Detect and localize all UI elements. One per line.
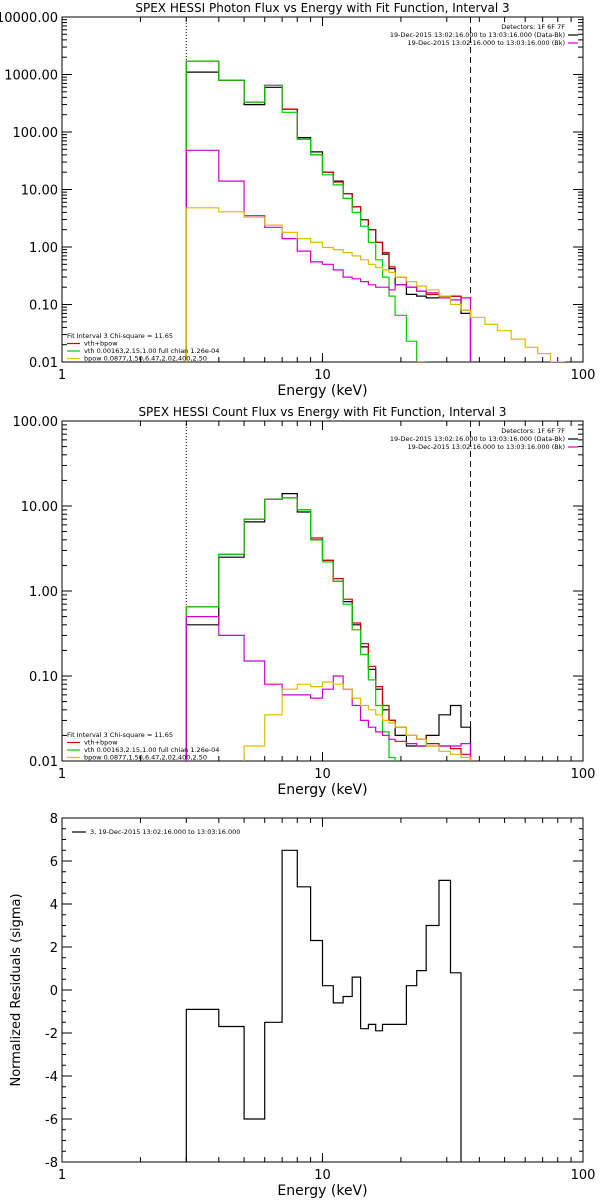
y-tick-label: 1.00 <box>29 241 58 256</box>
plot-area <box>185 60 566 362</box>
legend-text: vth 0.00163,2.15,1.00 full chian 1.26e-0… <box>84 347 219 355</box>
legend-text: Detectors: 1F 6F 7F <box>501 23 565 31</box>
legend-text: 19-Dec-2015 13:02:16.000 to 13:03:16.000… <box>408 39 566 47</box>
series-vth-line <box>185 497 396 761</box>
y-tick-label: 0.10 <box>29 299 58 314</box>
y-tick-label: 100.00 <box>13 415 59 430</box>
series-bkg-line <box>185 616 472 761</box>
x-tick-label: 10 <box>314 767 331 782</box>
y-tick-label: 10.00 <box>21 500 58 515</box>
series-bkg-line <box>185 149 472 362</box>
y-tick-label: 8 <box>50 812 58 827</box>
legend-text: 19-Dec-2015 13:02:16.000 to 13:03:16.000… <box>390 31 565 39</box>
y-tick-label: -2 <box>45 1027 58 1042</box>
series-residuals-line <box>185 849 462 1162</box>
chart-title: SPEX HESSI Photon Flux vs Energy with Fi… <box>135 1 509 15</box>
legend-text: Detectors: 1F 6F 7F <box>501 427 565 435</box>
legend-text: vth+bpow <box>84 739 118 747</box>
y-tick-label: 0.01 <box>29 755 58 770</box>
y-tick-label: 6 <box>50 855 58 870</box>
series-data-line <box>185 493 472 761</box>
y-tick-label: 2 <box>50 941 58 956</box>
y-tick-label: 0.01 <box>29 356 58 371</box>
x-tick-label: 1 <box>58 1168 66 1183</box>
y-tick-label: 0 <box>50 984 58 999</box>
series-bpow-line <box>185 207 566 362</box>
y-tick-label: 1000.00 <box>4 69 58 84</box>
y-axis-label: Normalized Residuals (sigma) <box>9 893 24 1086</box>
x-tick-label: 100 <box>571 1168 596 1183</box>
y-tick-label: 1.00 <box>29 585 58 600</box>
x-axis-label: Energy (keV) <box>277 383 367 399</box>
chart-panel-2: SPEX HESSI Count Flux vs Energy with Fit… <box>13 405 596 798</box>
legend-text: bpow 0.0877,1.50,6.47,2.02,400,2.50 <box>84 754 207 762</box>
series-total-line <box>185 497 472 761</box>
plot-frame <box>61 16 584 363</box>
series-vth-line <box>185 60 427 362</box>
x-tick-label: 1 <box>58 767 66 782</box>
y-tick-label: 10.00 <box>21 184 58 199</box>
legend-text: vth 0.00163,2.15,1.00 full chian 1.26e-0… <box>84 746 219 754</box>
legend-text: vth+bpow <box>84 340 118 348</box>
x-axis-label: Energy (keV) <box>277 782 367 798</box>
chart-title: SPEX HESSI Count Flux vs Energy with Fit… <box>138 405 506 419</box>
legend-text: 3, 19-Dec-2015 13:02:16.000 to 13:03:16.… <box>90 828 240 836</box>
x-tick-label: 100 <box>571 368 596 383</box>
series-total-line <box>185 60 472 362</box>
y-tick-label: -8 <box>45 1156 58 1171</box>
plot-frame <box>61 420 584 762</box>
plot-area <box>185 493 472 761</box>
legend-text: 19-Dec-2015 13:02:16.000 to 13:03:16.000… <box>390 435 565 443</box>
legend-text: Fit Interval 3 Chi-square = 11.65 <box>67 332 173 340</box>
y-tick-label: 10000.00 <box>0 11 58 26</box>
x-tick-label: 10 <box>314 368 331 383</box>
chart-panel-1: SPEX HESSI Photon Flux vs Energy with Fi… <box>0 1 595 399</box>
plot-frame <box>61 817 584 1163</box>
x-tick-label: 1 <box>58 368 66 383</box>
chart-panel-3: 1 10 100 Energy (keV) -8 -6 -4 -2 0 2 4 6 8 Normalize… <box>9 812 595 1199</box>
y-tick-label: 0.10 <box>29 670 58 685</box>
series-data-line <box>185 71 472 362</box>
legend-text: 19-Dec-2015 13:02:16.000 to 13:03:16.000… <box>408 443 566 451</box>
plot-area <box>185 849 462 1162</box>
legend-text: Fit Interval 3 Chi-square = 11.65 <box>67 731 173 739</box>
series-bpow-line <box>243 681 472 761</box>
x-tick-label: 100 <box>571 767 596 782</box>
y-tick-label: 100.00 <box>13 126 59 141</box>
y-tick-label: -4 <box>45 1070 58 1085</box>
x-axis-label: Energy (keV) <box>277 1183 367 1199</box>
y-tick-label: -6 <box>45 1113 58 1128</box>
y-tick-label: 4 <box>50 898 58 913</box>
x-tick-label: 10 <box>314 1168 331 1183</box>
legend-text: bpow 0.0877,1.50,6.47,2.02,400,2.50 <box>84 355 207 363</box>
